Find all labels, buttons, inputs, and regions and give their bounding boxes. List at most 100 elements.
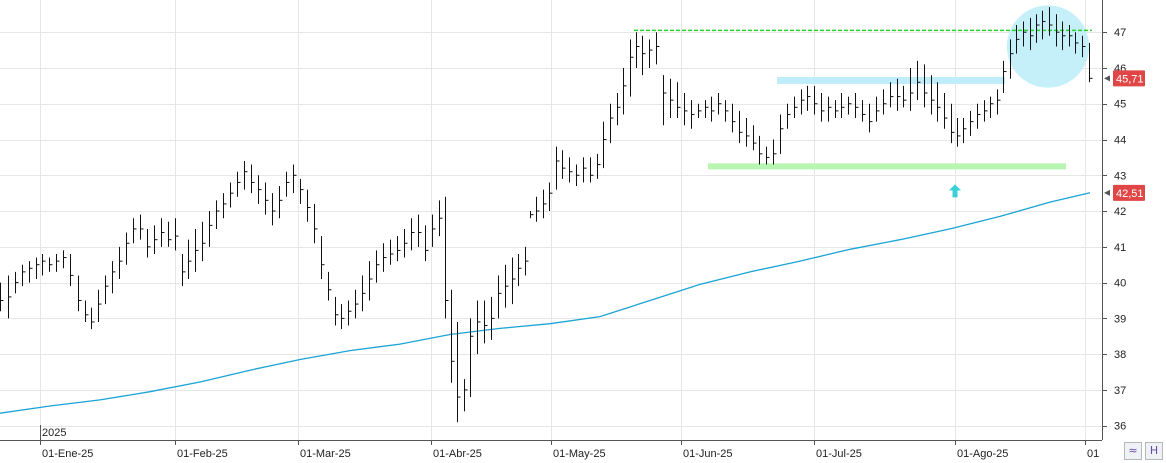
price-bar xyxy=(1056,14,1060,47)
highlight-zone xyxy=(777,5,1090,88)
price-bar xyxy=(603,121,607,169)
price-bar xyxy=(977,103,981,129)
price-bar xyxy=(307,189,311,222)
price-bar xyxy=(439,200,443,237)
save-button[interactable]: H xyxy=(1145,442,1163,460)
price-bar xyxy=(175,218,179,251)
price-bar xyxy=(543,189,547,219)
price-bar xyxy=(477,300,481,355)
up-arrow-icon xyxy=(949,184,961,198)
last-price-tag: 45,71 xyxy=(1116,73,1144,85)
price-bar xyxy=(766,146,770,165)
y-tick-label: 43 xyxy=(1114,170,1126,182)
price-bar xyxy=(216,200,220,229)
price-bar xyxy=(670,78,674,119)
x-tick-label: 01-May-25 xyxy=(553,448,606,460)
year-label: 2025 xyxy=(42,427,66,439)
price-bar xyxy=(590,157,594,183)
price-bar xyxy=(411,218,415,251)
price-bar xyxy=(642,35,646,76)
price-bar xyxy=(876,96,880,122)
moving-average-layer xyxy=(0,192,1091,414)
price-bar xyxy=(341,304,345,330)
price-bar xyxy=(787,103,791,129)
price-bar xyxy=(1082,35,1086,58)
ma-price-tag: 42,51 xyxy=(1116,188,1144,200)
y-tick-label: 38 xyxy=(1114,349,1126,361)
price-bar xyxy=(821,93,825,122)
price-bar xyxy=(576,164,580,187)
price-bar xyxy=(677,82,681,119)
price-bar xyxy=(732,103,736,133)
price-bar xyxy=(869,103,873,133)
price-bar xyxy=(293,164,297,194)
markers xyxy=(949,184,961,198)
price-bar xyxy=(63,250,67,269)
price-bar xyxy=(841,93,845,119)
price-bar xyxy=(376,250,380,283)
price-bar xyxy=(536,196,540,222)
price-bar xyxy=(300,178,304,204)
price-bar xyxy=(244,160,248,190)
price-bar xyxy=(404,228,408,258)
price-bar xyxy=(903,85,907,108)
price-bar xyxy=(457,321,461,423)
price-bar xyxy=(951,103,955,144)
y-tick-label: 47 xyxy=(1114,27,1126,39)
price-bar xyxy=(168,221,172,247)
price-bar xyxy=(484,300,488,344)
price-bar xyxy=(931,75,935,115)
last-price-tag-bg xyxy=(1113,70,1145,87)
price-bar xyxy=(656,32,660,65)
price-bar xyxy=(828,96,832,122)
price-bar xyxy=(451,289,455,383)
price-bar xyxy=(355,289,359,319)
price-bar xyxy=(746,118,750,147)
price-bar xyxy=(917,60,921,101)
price-bar xyxy=(530,211,534,219)
y-tick-label: 40 xyxy=(1114,278,1126,290)
price-bar xyxy=(794,96,798,119)
price-bar xyxy=(617,93,621,126)
price-bar xyxy=(1075,32,1079,54)
y-tick-label: 39 xyxy=(1114,313,1126,325)
price-bar xyxy=(718,93,722,115)
y-tick-label: 36 xyxy=(1114,421,1126,433)
price-bar xyxy=(56,253,60,272)
trend-tool-button[interactable]: ≈ xyxy=(1124,442,1142,460)
price-bar xyxy=(1049,7,1053,36)
price-bar xyxy=(0,282,4,312)
y-tick-label: 37 xyxy=(1114,385,1126,397)
price-bar xyxy=(98,289,102,322)
price-bar xyxy=(684,93,688,126)
price-bar xyxy=(984,100,988,122)
trend-icon: ≈ xyxy=(1128,444,1138,457)
price-bar xyxy=(147,228,151,258)
price-bar xyxy=(258,175,262,204)
tag-pointer-icon xyxy=(1104,189,1110,196)
price-bar xyxy=(848,96,852,115)
price-bar xyxy=(780,114,784,154)
price-bar xyxy=(1089,42,1093,83)
price-bar xyxy=(133,218,137,244)
price-bar xyxy=(119,246,123,280)
price-bar xyxy=(22,264,26,287)
price-bar xyxy=(630,39,634,97)
y-tick-label: 45 xyxy=(1114,99,1126,111)
price-bar xyxy=(636,32,640,68)
price-bar xyxy=(1030,17,1034,51)
price-bar xyxy=(42,253,46,276)
price-bar xyxy=(1010,39,1014,79)
price-bar xyxy=(562,150,566,179)
price-bar xyxy=(491,296,495,340)
y-tick-label: 41 xyxy=(1114,242,1126,254)
price-bar xyxy=(279,186,283,219)
price-bar xyxy=(691,100,695,129)
price-bar xyxy=(957,118,961,147)
price-bar xyxy=(1042,10,1046,40)
price-bar xyxy=(807,85,811,111)
price-bar xyxy=(49,257,53,272)
price-bar xyxy=(705,100,709,119)
price-bar xyxy=(390,239,394,265)
